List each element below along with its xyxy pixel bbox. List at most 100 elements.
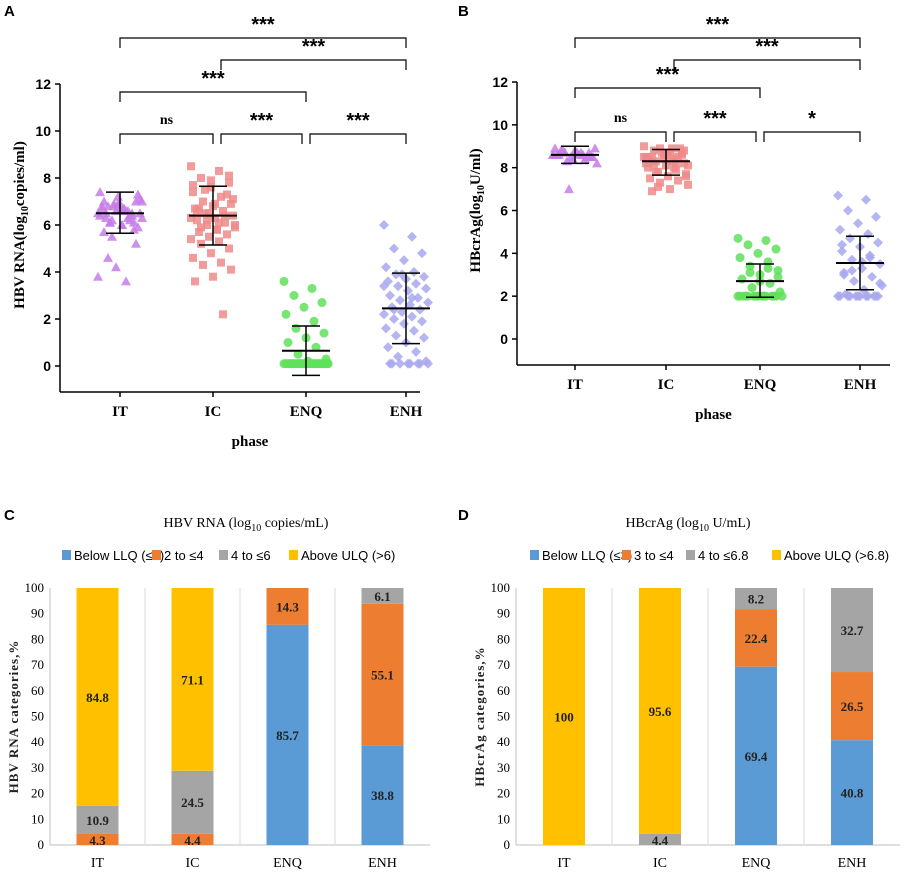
data-point [311, 342, 321, 352]
data-point [195, 204, 203, 213]
data-point [391, 330, 401, 341]
data-label: 85.7 [276, 728, 299, 743]
significance-label: * [808, 108, 816, 130]
data-point [389, 243, 399, 254]
data-point [652, 167, 660, 176]
x-tick-label: ENQ [742, 856, 771, 871]
data-point [419, 271, 429, 282]
legend-swatch [686, 550, 695, 560]
y-tick-label: 40 [31, 734, 44, 749]
data-point [203, 216, 211, 225]
data-point [217, 192, 225, 201]
bar-segment [171, 833, 214, 845]
data-point [307, 283, 317, 293]
bar-segment [171, 770, 214, 834]
significance-label: *** [201, 68, 225, 90]
data-label: 55.1 [371, 667, 394, 682]
y-tick-label: 4 [43, 264, 51, 280]
data-point [211, 199, 219, 208]
data-point [107, 231, 117, 241]
y-tick-label: 100 [25, 580, 45, 595]
data-point [205, 209, 213, 218]
bar-segment [76, 588, 119, 806]
data-point [411, 346, 421, 357]
significance-label: *** [656, 64, 680, 86]
legend-swatch [289, 550, 298, 560]
data-point [229, 195, 237, 204]
y-tick-label: 12 [35, 76, 51, 92]
y-tick-label: 0 [504, 837, 511, 852]
legend-label: 4 to ≤6 [231, 548, 271, 563]
data-point [99, 227, 109, 237]
data-point [121, 276, 131, 286]
data-point [207, 176, 215, 185]
significance-label: *** [703, 108, 727, 130]
legend-label: Below LLQ (≤3) [542, 548, 632, 563]
data-point [187, 235, 195, 244]
x-tick-label: ENQ [744, 377, 777, 393]
data-point [223, 230, 231, 239]
data-point [95, 210, 105, 220]
data-point [387, 358, 397, 369]
significance-bracket [763, 131, 861, 142]
x-tick-label: ENQ [290, 404, 323, 420]
data-point [640, 142, 648, 151]
x-tick-label: IT [91, 856, 105, 871]
y-tick-label: 6 [43, 217, 51, 233]
data-point [205, 232, 213, 241]
legend-label: Below LLQ (≤2) [74, 548, 164, 563]
data-label: 69.4 [745, 749, 768, 764]
significance-label: ns [614, 111, 628, 126]
data-point [654, 182, 662, 191]
bar-segment [361, 588, 404, 604]
data-point [650, 161, 658, 170]
data-point [197, 174, 205, 182]
panel-letter-d: D [458, 507, 469, 524]
data-point [564, 184, 574, 194]
bar-segment [543, 588, 585, 845]
data-point [668, 144, 676, 153]
data-point [839, 269, 849, 280]
data-point [763, 263, 773, 273]
data-point [409, 267, 419, 277]
y-tick-label: 10 [497, 811, 510, 826]
y-tick-label: 10 [31, 811, 44, 826]
legend-label: 2 to ≤4 [164, 548, 204, 563]
data-point [389, 314, 399, 324]
data-point [317, 298, 327, 308]
data-point [875, 278, 885, 289]
data-point [385, 290, 395, 301]
data-point [101, 212, 111, 222]
data-point [771, 291, 781, 301]
data-point [646, 174, 654, 183]
chart-title: HBV RNA (log10 copies/mL) [164, 516, 329, 534]
data-point [761, 291, 771, 301]
data-point [199, 260, 207, 269]
y-tick-label: 100 [491, 580, 511, 595]
data-point [381, 262, 391, 273]
data-point [845, 233, 855, 244]
x-tick-label: IC [186, 856, 200, 871]
data-point [650, 146, 658, 155]
data-point [407, 311, 417, 322]
data-point [199, 197, 207, 206]
y-axis-title: HBV RNA(log10copies/ml) [12, 141, 31, 309]
panel-letter-b: B [458, 3, 469, 20]
y-tick-label: 50 [497, 709, 510, 724]
data-point [129, 224, 139, 234]
data-point [217, 258, 225, 267]
data-point [765, 278, 775, 288]
y-tick-label: 80 [497, 631, 510, 646]
data-point [399, 255, 409, 266]
bar-segment [735, 588, 777, 610]
legend-swatch [772, 550, 781, 560]
x-axis-title: phase [695, 407, 732, 423]
data-point [855, 291, 865, 302]
data-point [835, 291, 845, 302]
data-point [684, 161, 692, 170]
data-point [417, 248, 427, 259]
y-tick-label: 0 [500, 331, 508, 347]
data-point [223, 190, 231, 199]
data-point [648, 187, 656, 196]
data-point [753, 291, 763, 301]
